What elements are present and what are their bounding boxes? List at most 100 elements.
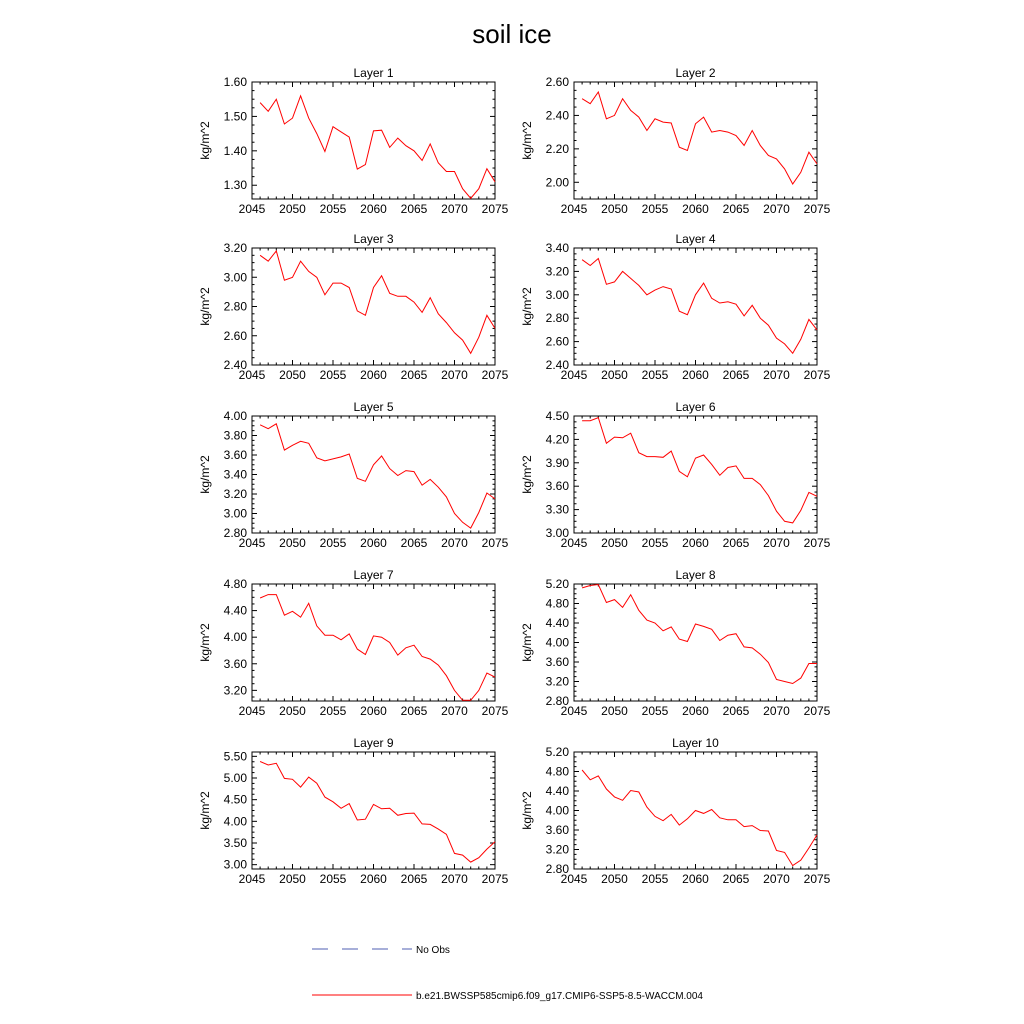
y-tick-label: 4.00	[224, 409, 248, 423]
panel-title: Layer 3	[353, 232, 393, 246]
x-tick-label: 2050	[601, 872, 628, 886]
x-tick-label: 2045	[239, 202, 266, 216]
y-tick-label: 4.50	[224, 793, 248, 807]
x-tick-label: 2055	[642, 872, 669, 886]
x-tick-label: 2065	[723, 536, 750, 550]
y-tick-label: 4.00	[224, 630, 248, 644]
legend-label-no-obs: No Obs	[416, 945, 450, 956]
panel-layer-6: Layer 6 kg/m^2 2045 2050 2055 2060 2065 2070 207…	[520, 400, 831, 550]
x-tick-label: 2060	[360, 872, 387, 886]
series-line-layer-5	[259, 423, 496, 529]
x-tick-label: 2045	[561, 202, 588, 216]
panel-title: Layer 6	[675, 400, 715, 414]
x-tick-label: 2065	[723, 202, 750, 216]
y-tick-label: 2.00	[546, 175, 570, 189]
x-tick-label: 2060	[360, 704, 387, 718]
y-tick-label: 2.40	[546, 108, 570, 122]
y-tick-label: 2.60	[546, 75, 570, 89]
x-tick-label: 2045	[239, 872, 266, 886]
x-tick-label: 2055	[320, 536, 347, 550]
x-tick-label: 2055	[320, 704, 347, 718]
y-tick-label: 3.00	[224, 507, 248, 521]
x-tick-label: 2070	[763, 536, 790, 550]
panel-layer-7: Layer 7 kg/m^2 2045 2050 2055 2060 2065 2070 207…	[198, 568, 509, 718]
series-line-layer-2	[581, 90, 818, 185]
panels: Layer 1 kg/m^2 2045 2050 2055 2060 2065 2070 207…	[198, 66, 831, 886]
y-tick-label: 3.20	[224, 241, 248, 255]
y-tick-label: 3.60	[546, 655, 570, 669]
y-tick-label: 1.50	[224, 109, 248, 123]
y-tick-label: 3.80	[224, 429, 248, 443]
x-tick-label: 2075	[482, 704, 509, 718]
y-tick-label: 2.80	[224, 300, 248, 314]
series-line-layer-3	[259, 249, 496, 355]
y-tick-label: 3.00	[546, 526, 570, 540]
panel-title: Layer 10	[672, 736, 719, 750]
legend-label-model: b.e21.BWSSP585cmip6.f09_g17.CMIP6-SSP5-8…	[416, 991, 703, 1002]
x-tick-label: 2070	[763, 704, 790, 718]
y-tick-label: 4.50	[546, 409, 570, 423]
x-tick-label: 2075	[804, 536, 831, 550]
y-tick-label: 3.00	[224, 270, 248, 284]
y-axis-label: kg/m^2	[198, 455, 212, 494]
x-tick-label: 2055	[642, 368, 669, 382]
x-tick-label: 2055	[320, 872, 347, 886]
x-tick-label: 2050	[279, 368, 306, 382]
y-tick-label: 3.20	[546, 675, 570, 689]
y-tick-label: 2.60	[546, 335, 570, 349]
y-tick-label: 3.00	[224, 858, 248, 872]
y-tick-label: 4.40	[546, 784, 570, 798]
panel-layer-1: Layer 1 kg/m^2 2045 2050 2055 2060 2065 2070 207…	[198, 66, 509, 216]
x-tick-label: 2065	[723, 368, 750, 382]
y-tick-label: 2.40	[546, 358, 570, 372]
y-tick-label: 3.00	[546, 288, 570, 302]
y-axis-label: kg/m^2	[198, 121, 212, 160]
y-tick-label: 3.60	[546, 479, 570, 493]
y-tick-label: 3.40	[224, 468, 248, 482]
series-line-layer-7	[259, 594, 496, 701]
y-axis-label: kg/m^2	[520, 121, 534, 160]
y-axis-label: kg/m^2	[198, 623, 212, 662]
x-tick-label: 2070	[441, 202, 468, 216]
x-tick-label: 2065	[401, 872, 428, 886]
panel-layer-10: Layer 10 kg/m^2 2045 2050 2055 2060 2065 2070 20…	[520, 736, 831, 886]
series-line-layer-9	[259, 761, 496, 863]
x-tick-label: 2065	[723, 872, 750, 886]
panel-title: Layer 9	[353, 736, 393, 750]
x-tick-label: 2060	[360, 536, 387, 550]
y-tick-label: 3.20	[224, 683, 248, 697]
series-line-layer-4	[581, 257, 818, 355]
x-tick-label: 2060	[682, 704, 709, 718]
x-tick-label: 2055	[320, 368, 347, 382]
x-tick-label: 2060	[682, 872, 709, 886]
y-tick-label: 3.20	[224, 487, 248, 501]
panel-layer-9: Layer 9 kg/m^2 2045 2050 2055 2060 2065 2070 207…	[198, 736, 509, 886]
x-tick-label: 2045	[561, 704, 588, 718]
x-tick-label: 2055	[642, 704, 669, 718]
x-tick-label: 2070	[763, 872, 790, 886]
x-tick-label: 2070	[441, 872, 468, 886]
x-tick-label: 2075	[482, 202, 509, 216]
y-tick-label: 1.40	[224, 144, 248, 158]
panel-layer-8: Layer 8 kg/m^2 2045 2050 2055 2060 2065 2070 207…	[520, 568, 831, 718]
y-tick-label: 4.80	[546, 765, 570, 779]
x-tick-label: 2055	[320, 202, 347, 216]
x-tick-label: 2050	[601, 536, 628, 550]
y-tick-label: 2.80	[546, 694, 570, 708]
x-tick-label: 2065	[401, 202, 428, 216]
y-tick-label: 5.50	[224, 749, 248, 763]
x-tick-label: 2075	[804, 872, 831, 886]
x-tick-label: 2065	[401, 536, 428, 550]
x-tick-label: 2075	[482, 368, 509, 382]
panel-title: Layer 7	[353, 568, 393, 582]
panel-title: Layer 5	[353, 400, 393, 414]
y-tick-label: 3.60	[546, 823, 570, 837]
y-tick-label: 1.60	[224, 75, 248, 89]
y-tick-label: 5.20	[546, 577, 570, 591]
x-tick-label: 2060	[682, 368, 709, 382]
x-tick-label: 2060	[360, 202, 387, 216]
y-tick-label: 2.80	[224, 526, 248, 540]
panel-layer-2: Layer 2 kg/m^2 2045 2050 2055 2060 2065 2070 207…	[520, 66, 831, 216]
